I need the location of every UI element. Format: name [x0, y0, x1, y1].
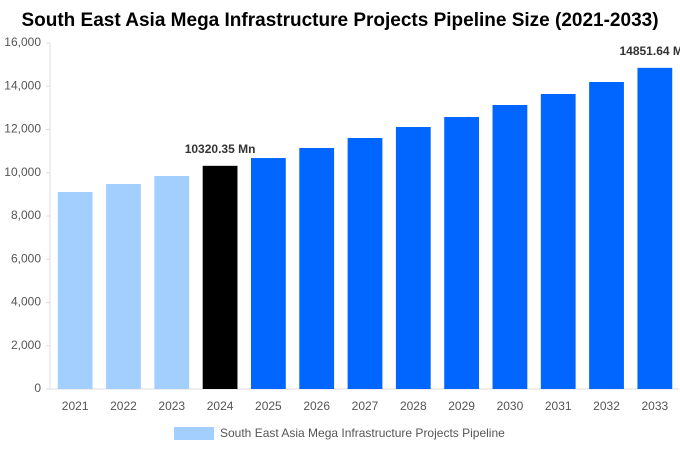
x-tick-label: 2032 [593, 399, 620, 413]
bar [492, 104, 528, 390]
x-tick-label: 2033 [641, 399, 668, 413]
bar [106, 183, 141, 389]
x-tick-label: 2027 [352, 399, 379, 413]
x-tick-label: 2023 [158, 399, 185, 413]
x-tick-label: 2025 [255, 399, 282, 413]
bar [540, 93, 576, 389]
bar [299, 147, 335, 389]
bar [637, 67, 673, 389]
y-tick-label: 16,000 [4, 35, 41, 49]
y-tick-label: 0 [34, 381, 41, 395]
y-tick-label: 2,000 [11, 338, 41, 352]
bar [57, 191, 93, 389]
y-tick-label: 6,000 [11, 251, 41, 265]
x-tick-label: 2030 [497, 399, 524, 413]
x-tick-label: 2026 [303, 399, 330, 413]
x-tick-label: 2024 [207, 399, 234, 413]
y-tick-label: 8,000 [11, 208, 41, 222]
y-tick-label: 12,000 [4, 122, 41, 136]
legend-swatch [174, 427, 214, 440]
x-tick-label: 2028 [400, 399, 427, 413]
x-tick-label: 2022 [110, 399, 137, 413]
value-label: 14851.64 Mn [619, 44, 680, 58]
bar [250, 158, 286, 389]
bar [444, 117, 480, 390]
bar [154, 175, 190, 389]
x-tick-label: 2031 [545, 399, 572, 413]
y-tick-label: 14,000 [4, 78, 41, 92]
bar [589, 81, 624, 390]
x-tick-label: 2021 [62, 399, 89, 413]
bar [395, 127, 431, 389]
y-tick-label: 10,000 [4, 165, 41, 179]
y-tick-label: 4,000 [11, 295, 41, 309]
legend-label: South East Asia Mega Infrastructure Proj… [220, 426, 505, 440]
x-tick-label: 2029 [448, 399, 475, 413]
bar [202, 165, 238, 389]
bar [347, 137, 383, 389]
chart-title: South East Asia Mega Infrastructure Proj… [21, 10, 658, 31]
value-label: 10320.35 Mn [185, 142, 256, 156]
